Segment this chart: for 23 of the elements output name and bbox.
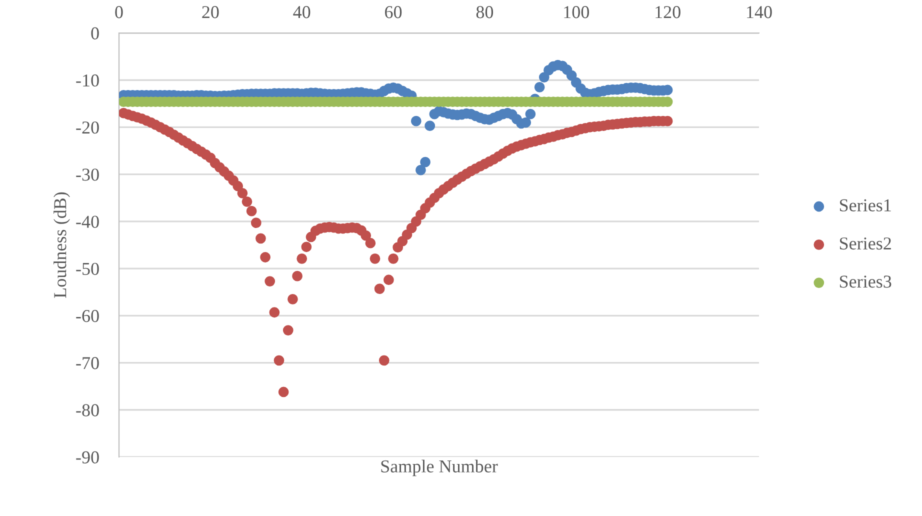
legend-label: Series2 — [840, 237, 891, 250]
y-tick-label: -20 — [76, 121, 99, 134]
x-tick-label: 60 — [385, 6, 402, 18]
x-tick-label: 80 — [476, 6, 494, 18]
y-tick-label: -90 — [76, 451, 99, 464]
x-tick-label: 100 — [564, 6, 589, 18]
legend-label: Series3 — [840, 276, 892, 288]
x-tick-label: 20 — [202, 6, 219, 18]
legend-label: Series1 — [840, 199, 891, 212]
y-tick-label: -30 — [76, 168, 99, 181]
x-tick-label: 40 — [293, 6, 310, 18]
y-tick-label: -10 — [76, 74, 99, 87]
y-tick-label: -80 — [76, 404, 99, 416]
x-tick-label: 140 — [747, 6, 772, 18]
y-tick-label: -60 — [76, 310, 99, 322]
y-tick-label: -50 — [76, 262, 99, 275]
x-tick-label: 120 — [656, 6, 680, 18]
y-tick-label: -40 — [76, 216, 99, 228]
y-tick-label: 0 — [91, 27, 99, 40]
x-tick-label: 0 — [115, 6, 123, 18]
y-axis-title: Loudness (dB) — [54, 192, 70, 298]
y-tick-label: -70 — [76, 357, 99, 370]
x-axis-title: Sample Number — [381, 460, 498, 476]
